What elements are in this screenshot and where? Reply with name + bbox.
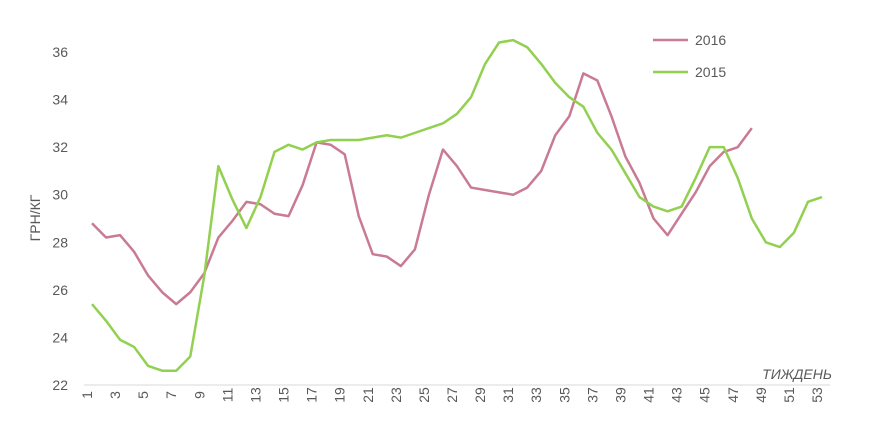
x-tick-label: 33 <box>528 387 544 403</box>
x-tick-label: 35 <box>556 387 572 403</box>
y-tick-label: 30 <box>52 187 68 203</box>
x-tick-label: 15 <box>276 387 292 403</box>
x-tick-label: 5 <box>135 391 151 399</box>
x-tick-label: 27 <box>444 387 460 403</box>
y-tick-label: 22 <box>52 377 68 393</box>
x-tick-label: 43 <box>669 387 685 403</box>
x-tick-label: 49 <box>753 387 769 403</box>
y-tick-label: 24 <box>52 329 68 345</box>
x-tick-label: 21 <box>360 387 376 403</box>
y-tick-label: 26 <box>52 282 68 298</box>
x-tick-label: 7 <box>163 391 179 399</box>
x-tick-label: 3 <box>107 391 123 399</box>
x-tick-label: 31 <box>500 387 516 403</box>
x-tick-label: 37 <box>584 387 600 403</box>
x-tick-label: 11 <box>219 388 235 403</box>
series-line <box>91 38 823 372</box>
x-tick-label: 51 <box>781 387 797 403</box>
x-tick-label: 17 <box>304 387 320 403</box>
x-tick-label: 9 <box>191 391 207 399</box>
x-tick-label: 47 <box>725 387 741 403</box>
x-tick-label: 53 <box>809 387 825 403</box>
y-tick-label: 36 <box>52 44 68 60</box>
x-tick-label: 29 <box>472 387 488 403</box>
legend-label: 2016 <box>695 32 726 48</box>
y-tick-label: 32 <box>52 139 68 155</box>
x-tick-label: 1 <box>79 391 95 399</box>
y-tick-label: 34 <box>52 92 68 108</box>
x-tick-label: 23 <box>388 387 404 403</box>
x-tick-label: 41 <box>641 387 657 403</box>
x-axis-label: ТИЖДЕНЬ <box>762 366 832 382</box>
x-tick-label: 19 <box>332 387 348 403</box>
x-tick-label: 25 <box>416 387 432 403</box>
x-tick-label: 45 <box>697 387 713 403</box>
legend-label: 2015 <box>695 64 726 80</box>
series-line <box>91 72 753 306</box>
y-tick-label: 28 <box>52 234 68 250</box>
y-axis-label: ГРН/КГ <box>27 194 43 241</box>
x-tick-label: 39 <box>612 387 628 403</box>
x-tick-label: 13 <box>247 387 263 403</box>
